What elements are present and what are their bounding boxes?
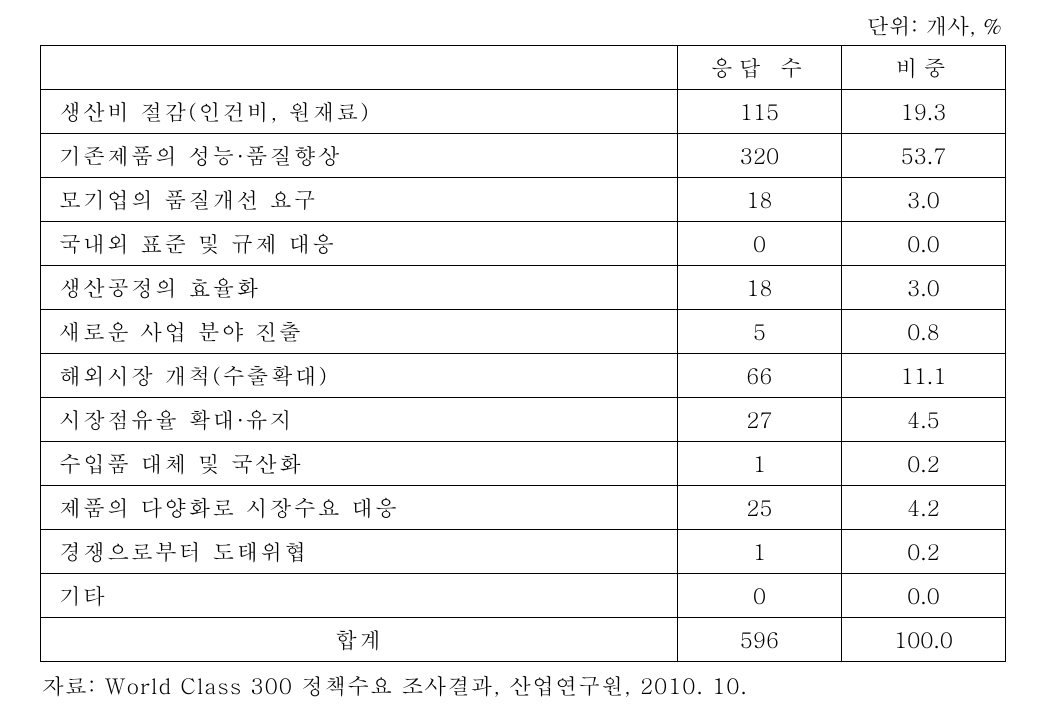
row-percent: 11.1 (841, 354, 1005, 398)
unit-label: 단위: 개사, % (40, 10, 1006, 41)
table-total-row: 합계 596 100.0 (41, 618, 1006, 662)
row-percent: 0.2 (841, 442, 1005, 486)
total-percent: 100.0 (841, 618, 1005, 662)
row-percent: 4.2 (841, 486, 1005, 530)
table-row: 생산비 절감(인건비, 원재료) 115 19.3 (41, 90, 1006, 134)
row-percent: 19.3 (841, 90, 1005, 134)
row-count: 0 (677, 574, 841, 618)
table-row: 모기업의 품질개선 요구 18 3.0 (41, 178, 1006, 222)
header-blank (41, 46, 678, 90)
header-count: 응답 수 (677, 46, 841, 90)
row-percent: 4.5 (841, 398, 1005, 442)
row-count: 5 (677, 310, 841, 354)
row-count: 25 (677, 486, 841, 530)
row-label: 국내외 표준 및 규제 대응 (41, 222, 678, 266)
row-percent: 0.0 (841, 222, 1005, 266)
row-percent: 0.8 (841, 310, 1005, 354)
table-row: 생산공정의 효율화 18 3.0 (41, 266, 1006, 310)
row-percent: 0.0 (841, 574, 1005, 618)
row-label: 기타 (41, 574, 678, 618)
row-label: 새로운 사업 분야 진출 (41, 310, 678, 354)
table-row: 해외시장 개척(수출확대) 66 11.1 (41, 354, 1006, 398)
row-label: 생산비 절감(인건비, 원재료) (41, 90, 678, 134)
table-row: 국내외 표준 및 규제 대응 0 0.0 (41, 222, 1006, 266)
row-percent: 3.0 (841, 266, 1005, 310)
source-footnote: 자료: World Class 300 정책수요 조사결과, 산업연구원, 20… (40, 670, 1006, 701)
row-label: 해외시장 개척(수출확대) (41, 354, 678, 398)
row-label: 수입품 대체 및 국산화 (41, 442, 678, 486)
table-row: 기존제품의 성능·품질향상 320 53.7 (41, 134, 1006, 178)
row-label: 모기업의 품질개선 요구 (41, 178, 678, 222)
row-count: 66 (677, 354, 841, 398)
table-row: 새로운 사업 분야 진출 5 0.8 (41, 310, 1006, 354)
row-count: 115 (677, 90, 841, 134)
row-label: 경쟁으로부터 도태위협 (41, 530, 678, 574)
row-count: 0 (677, 222, 841, 266)
row-count: 320 (677, 134, 841, 178)
table-row: 시장점유율 확대·유지 27 4.5 (41, 398, 1006, 442)
row-label: 시장점유율 확대·유지 (41, 398, 678, 442)
table-row: 수입품 대체 및 국산화 1 0.2 (41, 442, 1006, 486)
table-row: 경쟁으로부터 도태위협 1 0.2 (41, 530, 1006, 574)
table-header-row: 응답 수 비중 (41, 46, 1006, 90)
row-count: 18 (677, 266, 841, 310)
row-count: 1 (677, 442, 841, 486)
row-count: 1 (677, 530, 841, 574)
header-percent: 비중 (841, 46, 1005, 90)
row-label: 기존제품의 성능·품질향상 (41, 134, 678, 178)
survey-table: 응답 수 비중 생산비 절감(인건비, 원재료) 115 19.3 기존제품의 … (40, 45, 1006, 662)
row-percent: 3.0 (841, 178, 1005, 222)
row-count: 18 (677, 178, 841, 222)
row-label: 생산공정의 효율화 (41, 266, 678, 310)
total-label: 합계 (41, 618, 678, 662)
total-count: 596 (677, 618, 841, 662)
row-percent: 53.7 (841, 134, 1005, 178)
table-row: 제품의 다양화로 시장수요 대응 25 4.2 (41, 486, 1006, 530)
row-percent: 0.2 (841, 530, 1005, 574)
table-row: 기타 0 0.0 (41, 574, 1006, 618)
row-count: 27 (677, 398, 841, 442)
row-label: 제품의 다양화로 시장수요 대응 (41, 486, 678, 530)
